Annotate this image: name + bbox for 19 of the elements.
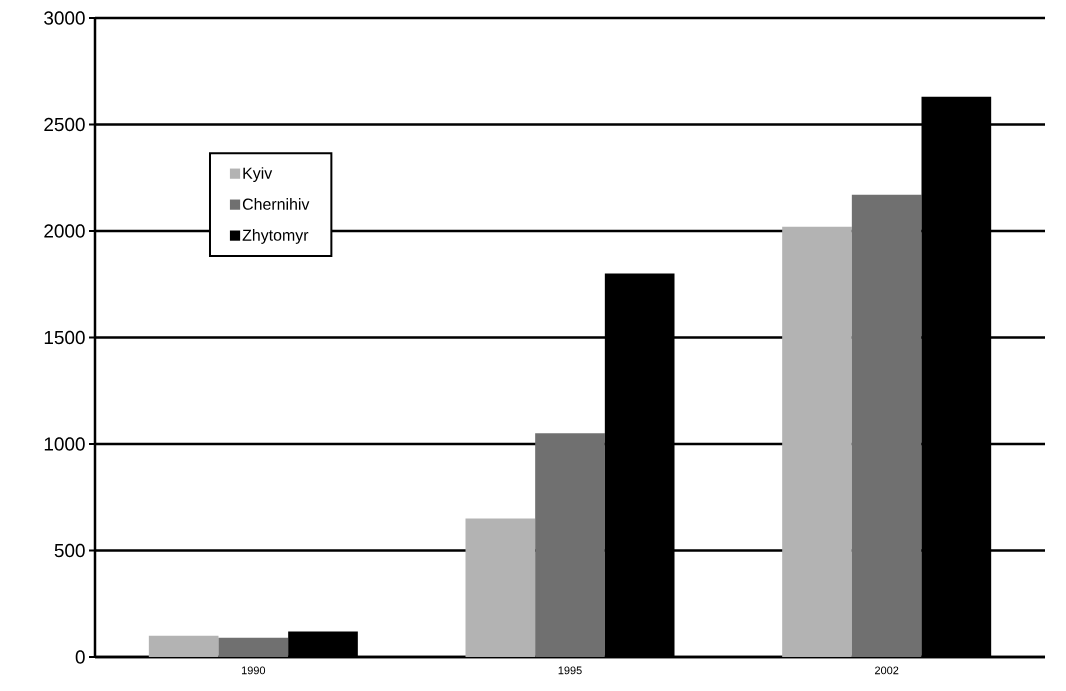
- x-tick-label: 1990: [241, 666, 266, 675]
- bar: [218, 637, 289, 657]
- x-tick-label: 1995: [558, 666, 582, 675]
- bar: [148, 635, 219, 657]
- y-tick-label: 500: [54, 543, 85, 558]
- legend-label: Zhytomyr: [242, 229, 309, 244]
- y-tick-label: 1000: [44, 437, 85, 451]
- y-tick-label: 2500: [44, 117, 85, 132]
- y-tick-label: 1500: [44, 330, 85, 345]
- bar: [851, 194, 922, 657]
- y-tick-label: 3000: [44, 11, 85, 25]
- bar: [465, 518, 536, 657]
- legend-label: Kyiv: [243, 167, 273, 182]
- y-tick-label: 2000: [44, 224, 85, 238]
- y-tick-label: 0: [75, 650, 85, 664]
- bar: [535, 433, 605, 657]
- x-tick-label: 2002: [875, 666, 899, 675]
- bar: [782, 226, 852, 657]
- legend-label: Chernihiv: [242, 198, 310, 210]
